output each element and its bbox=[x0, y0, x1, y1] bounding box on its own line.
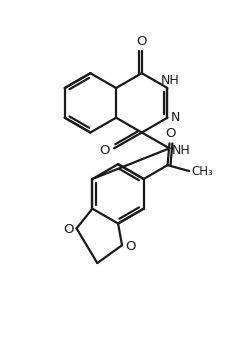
Text: N: N bbox=[170, 111, 180, 124]
Text: CH₃: CH₃ bbox=[191, 165, 213, 177]
Text: O: O bbox=[63, 223, 74, 236]
Text: O: O bbox=[125, 240, 136, 253]
Text: O: O bbox=[165, 127, 176, 140]
Text: O: O bbox=[100, 144, 110, 157]
Text: O: O bbox=[136, 35, 147, 49]
Text: NH: NH bbox=[172, 144, 190, 157]
Text: NH: NH bbox=[160, 74, 179, 87]
